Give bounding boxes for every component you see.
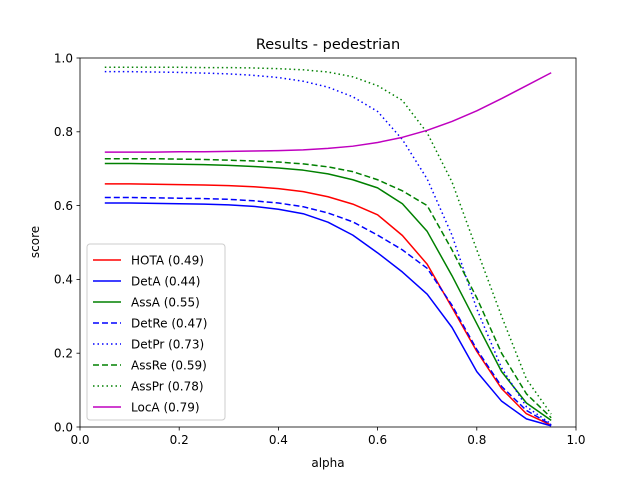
x-axis-ticks: 0.0 0.2 0.4 0.6 0.8 1.0 bbox=[70, 427, 586, 447]
series-line-2 bbox=[104, 162, 552, 421]
y-tick-label: 0.8 bbox=[54, 125, 73, 139]
legend-label-5: AssRe (0.59) bbox=[131, 358, 207, 372]
series-line-1 bbox=[104, 202, 552, 427]
legend: HOTA (0.49) DetA (0.44) AssA (0.55) DetRe (… bbox=[86, 243, 226, 421]
plot-lines bbox=[104, 66, 552, 427]
x-tick-label: 0.8 bbox=[467, 433, 486, 447]
y-tick-label: 0.2 bbox=[54, 347, 73, 361]
legend-label-3: DetRe (0.47) bbox=[131, 316, 207, 330]
y-tick-label: 1.0 bbox=[54, 51, 73, 65]
x-tick-label: 0.0 bbox=[70, 433, 89, 447]
legend-label-1: DetA (0.44) bbox=[131, 274, 200, 288]
plot-frame bbox=[79, 57, 577, 428]
x-tick-label: 0.6 bbox=[368, 433, 387, 447]
legend-label-4: DetPr (0.73) bbox=[131, 337, 204, 351]
y-tick-label: 0.6 bbox=[54, 199, 73, 213]
chart-title: Results - pedestrian bbox=[256, 37, 400, 53]
x-tick-label: 0.2 bbox=[170, 433, 189, 447]
legend-box bbox=[86, 243, 226, 421]
y-axis-ticks: 0.0 0.2 0.4 0.6 0.8 1.0 bbox=[54, 51, 80, 434]
series-line-5 bbox=[104, 157, 552, 419]
legend-label-6: AssPr (0.78) bbox=[131, 379, 204, 393]
series-line-3 bbox=[104, 196, 552, 426]
x-tick-label: 1.0 bbox=[566, 433, 585, 447]
y-tick-label: 0.0 bbox=[54, 420, 73, 434]
x-axis-label: alpha bbox=[311, 456, 344, 470]
series-line-7 bbox=[104, 72, 552, 153]
x-tick-label: 0.4 bbox=[269, 433, 288, 447]
legend-label-7: LocA (0.79) bbox=[131, 400, 200, 414]
y-tick-label: 0.4 bbox=[54, 273, 73, 287]
legend-label-0: HOTA (0.49) bbox=[131, 253, 204, 267]
legend-label-2: AssA (0.55) bbox=[131, 295, 200, 309]
y-axis-label: score bbox=[28, 226, 42, 258]
series-line-0 bbox=[104, 183, 552, 426]
